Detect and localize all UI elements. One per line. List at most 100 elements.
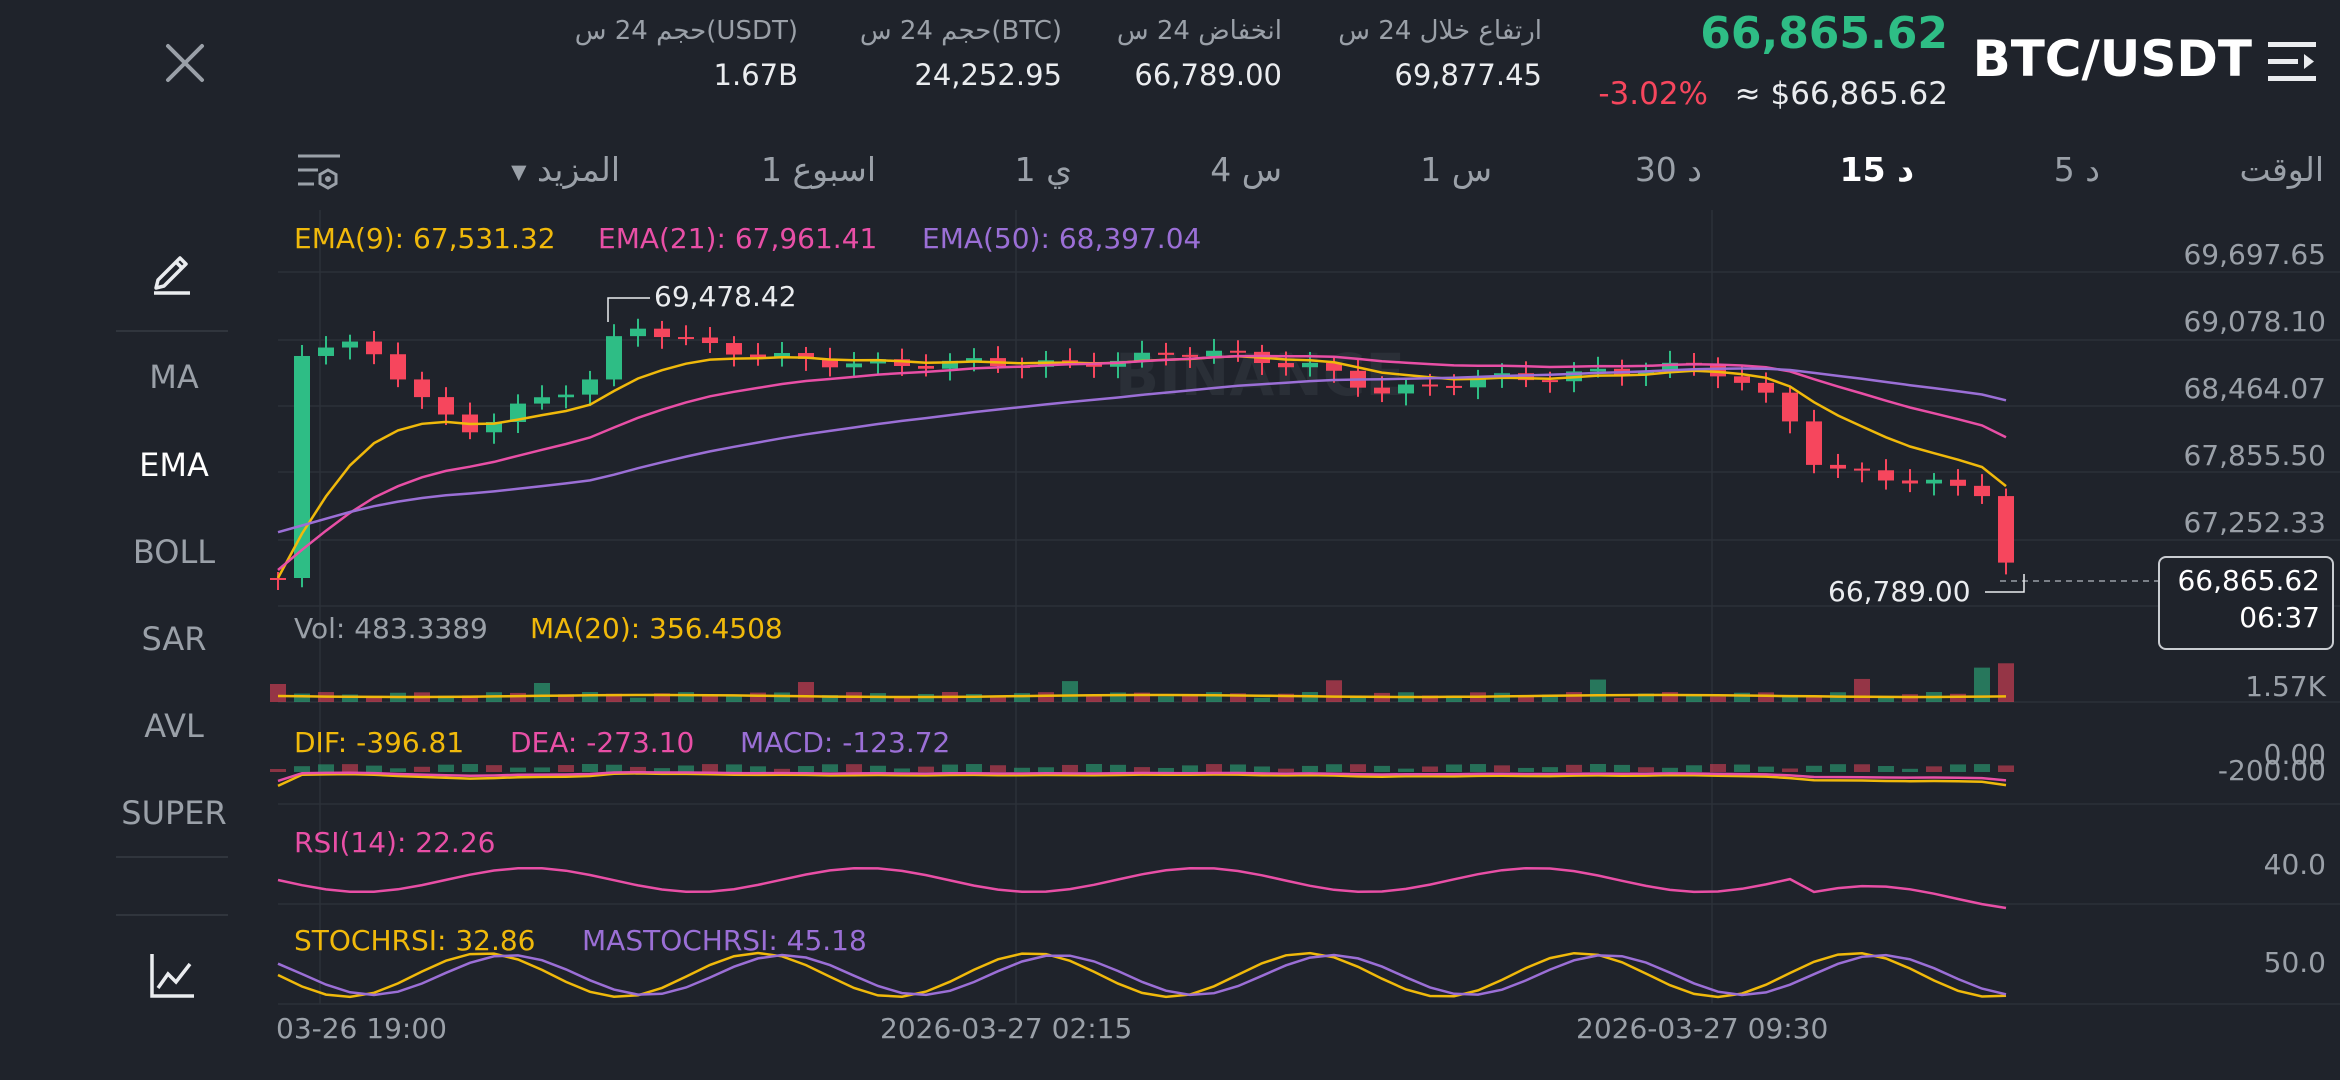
current-price-box: 66,865.62 06:37 — [2158, 556, 2334, 650]
ema-lines — [276, 354, 2007, 579]
candle-body — [366, 341, 382, 355]
macd-histogram-bar — [1590, 764, 1606, 772]
macd-label: MACD: -123.72 — [740, 726, 951, 759]
dif-label: DIF: -396.81 — [294, 726, 465, 759]
volume-axis-label: 1.57K — [2245, 670, 2326, 703]
candle-body — [1950, 479, 1966, 486]
candle-body — [1902, 480, 1918, 484]
candle-body — [918, 366, 934, 369]
candle-body — [510, 403, 526, 422]
candle-body — [1542, 380, 1558, 383]
candle-body — [678, 337, 694, 340]
candle-body — [390, 354, 406, 380]
volume-bar — [798, 682, 814, 702]
volume-bar — [750, 692, 766, 702]
macd-histogram-bar — [438, 764, 454, 772]
more-dropdown[interactable]: ▼ المزيد — [511, 150, 620, 189]
macd-histogram-bar — [1638, 767, 1654, 772]
macd-histogram-bar — [366, 765, 382, 772]
volume-ma-line — [277, 693, 2007, 699]
volume-bar — [654, 693, 670, 702]
macd-histogram-bar — [1758, 766, 1774, 772]
settings-icon[interactable] — [296, 150, 342, 194]
tab-15m[interactable]: 15 د — [1839, 150, 1914, 189]
volume-bar — [270, 684, 286, 702]
sidebar-item-ema[interactable]: EMA — [139, 446, 209, 484]
volume-bar — [1782, 695, 1798, 702]
volume-bar — [1542, 694, 1558, 702]
macd-histogram-bar — [342, 764, 358, 772]
volume-bar — [1278, 693, 1294, 702]
close-icon[interactable] — [160, 38, 210, 88]
volume-bar — [582, 692, 598, 702]
tab-5m[interactable]: 5 د — [2053, 150, 2100, 189]
candle-body — [750, 354, 766, 358]
tab-1w[interactable]: 1 اسبوع — [760, 150, 876, 189]
volume-bar — [1254, 697, 1270, 702]
tab-1d[interactable]: 1 ي — [1014, 150, 1072, 189]
candle-body — [606, 336, 622, 380]
candle-body — [1998, 496, 2014, 563]
menu-icon[interactable] — [2268, 40, 2318, 84]
macd-histogram-bar — [1734, 764, 1750, 772]
macd-histogram-bar — [942, 764, 958, 772]
candle-body — [582, 379, 598, 395]
candle-body — [894, 359, 910, 367]
macd-histogram-bar — [534, 767, 550, 772]
candle-body — [1638, 371, 1654, 375]
volume-bar — [1710, 696, 1726, 702]
macd-histogram-bar — [870, 765, 886, 772]
candle-body — [1422, 384, 1438, 387]
macd-histogram-bar — [1998, 765, 2014, 772]
high-annotation: 69,478.42 — [654, 280, 797, 313]
volume-bar — [438, 695, 454, 702]
pair-title[interactable]: BTC/USDT — [1972, 30, 2252, 88]
sidebar-item-boll[interactable]: BOLL — [132, 533, 216, 571]
candle-body — [630, 328, 646, 337]
sidebar-item-ma[interactable]: MA — [149, 358, 199, 396]
sidebar-item-sar[interactable]: SAR — [141, 620, 207, 658]
current-price: 66,865.62 — [2177, 564, 2320, 597]
candle-body — [1878, 470, 1894, 481]
tab-30m[interactable]: 30 د — [1634, 150, 1702, 189]
macd-histogram-bar — [1278, 768, 1294, 772]
pen-icon[interactable] — [148, 246, 198, 296]
stochrsi-panel — [277, 951, 2007, 999]
volume-bar — [1158, 696, 1174, 702]
macd-histogram-bar — [1086, 764, 1102, 772]
chart-icon[interactable] — [148, 950, 198, 1000]
stochrsi-line — [277, 951, 2007, 999]
candle-body — [1206, 350, 1222, 357]
macd-histogram-bar — [318, 764, 334, 772]
volume-bar — [1446, 695, 1462, 702]
candle-body — [1446, 385, 1462, 388]
price-axis-label: 69,078.10 — [2183, 305, 2326, 338]
macd-histogram-bar — [606, 764, 622, 772]
candle-body — [702, 337, 718, 344]
stat-high: ارتفاع خلال 24 س 69,877.45 — [1338, 16, 1542, 92]
dea-line — [277, 770, 2007, 783]
sidebar-item-super[interactable]: SUPER — [121, 794, 227, 832]
macd-histogram-bar — [1662, 767, 1678, 772]
macd-histogram-bar — [270, 769, 286, 772]
volume-bar — [1614, 697, 1630, 702]
price-axis-label: 69,697.65 — [2183, 238, 2326, 271]
macd-histogram-bar — [462, 764, 478, 772]
ema9-label: EMA(9): 67,531.32 — [294, 222, 556, 255]
stat-label: ارتفاع خلال 24 س — [1338, 16, 1542, 46]
candle-body — [414, 379, 430, 398]
volume-bar — [1566, 692, 1582, 702]
macd-histogram-bar — [1398, 768, 1414, 772]
macd-histogram-bar — [1062, 764, 1078, 772]
tab-4h[interactable]: 4 س — [1210, 150, 1282, 189]
candle-body — [1326, 362, 1342, 371]
tab-1h[interactable]: 1 س — [1420, 150, 1492, 189]
sidebar-divider — [116, 330, 228, 332]
candle-body — [1590, 368, 1606, 372]
stat-label: حجم 24 س(USDT) — [574, 16, 798, 46]
candle-body — [1854, 468, 1870, 471]
stat-label: حجم 24 س(BTC) — [859, 16, 1062, 46]
sidebar-item-avl[interactable]: AVL — [144, 707, 204, 745]
ema50-label: EMA(50): 68,397.04 — [922, 222, 1202, 255]
